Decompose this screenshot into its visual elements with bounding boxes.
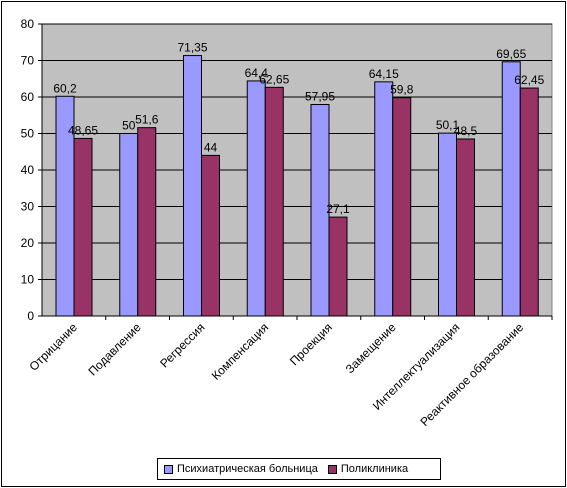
data-label: 69,65 [496,47,526,61]
bar-hospital [246,80,266,317]
y-tick-label: 50 [21,127,35,141]
legend-item-hospital: Психиатрическая больница [164,463,318,475]
bar-hospital [183,55,202,317]
legend-label-hospital: Психиатрическая больница [177,463,318,475]
y-tick-label: 60 [21,90,35,104]
y-tick-label: 0 [27,309,34,323]
data-label: 62,65 [259,72,289,86]
y-tick-label: 10 [21,273,35,287]
y-tick-label: 80 [21,17,35,31]
data-label: 44 [204,140,218,154]
bar-hospital [501,61,521,317]
data-label: 27,1 [326,202,350,216]
bar-clinic [73,137,93,317]
data-label: 48,5 [454,124,478,138]
category-label: Регрессия [157,320,207,370]
category-label: Реактивное образование [417,320,526,429]
legend-item-clinic: Поликлиника [327,463,409,475]
data-label: 48,65 [68,123,98,137]
chart-legend: Психиатрическая больница Поликлиника [157,458,441,480]
data-label: 50 [122,119,136,133]
bar-clinic [456,138,475,317]
data-label: 57,95 [305,89,335,103]
bar-clinic [519,87,539,317]
bar-clinic [392,97,412,317]
data-label: 64,4 [245,66,269,80]
bar-clinic [201,154,220,317]
category-label: Компенсация [209,320,272,383]
y-tick-label: 20 [21,236,35,250]
data-label: 64,15 [369,67,399,81]
y-tick-label: 40 [21,163,35,177]
category-label: Подавление [85,320,144,379]
legend-swatch-hospital [164,464,173,474]
data-label: 62,45 [514,73,544,87]
category-label: Проекция [287,320,335,368]
legend-label-clinic: Поликлиника [340,463,409,475]
bar-hospital [119,133,139,317]
bar-hospital [438,132,457,317]
bar-hospital [310,103,330,317]
category-label: Замещение [343,320,399,376]
bar-hospital [374,81,394,317]
bar-clinic [328,216,348,317]
bar-clinic [137,127,157,317]
data-label: 60,2 [53,81,77,95]
bar-clinic [264,86,284,317]
data-label: 50,1 [436,118,460,132]
y-tick-label: 30 [21,200,35,214]
data-label: 51,6 [135,113,159,127]
data-label: 59,8 [390,83,414,97]
legend-swatch-clinic [327,464,337,474]
category-label: Отрицание [26,320,80,374]
data-label: 71,35 [177,41,207,55]
y-tick-label: 70 [21,54,35,68]
